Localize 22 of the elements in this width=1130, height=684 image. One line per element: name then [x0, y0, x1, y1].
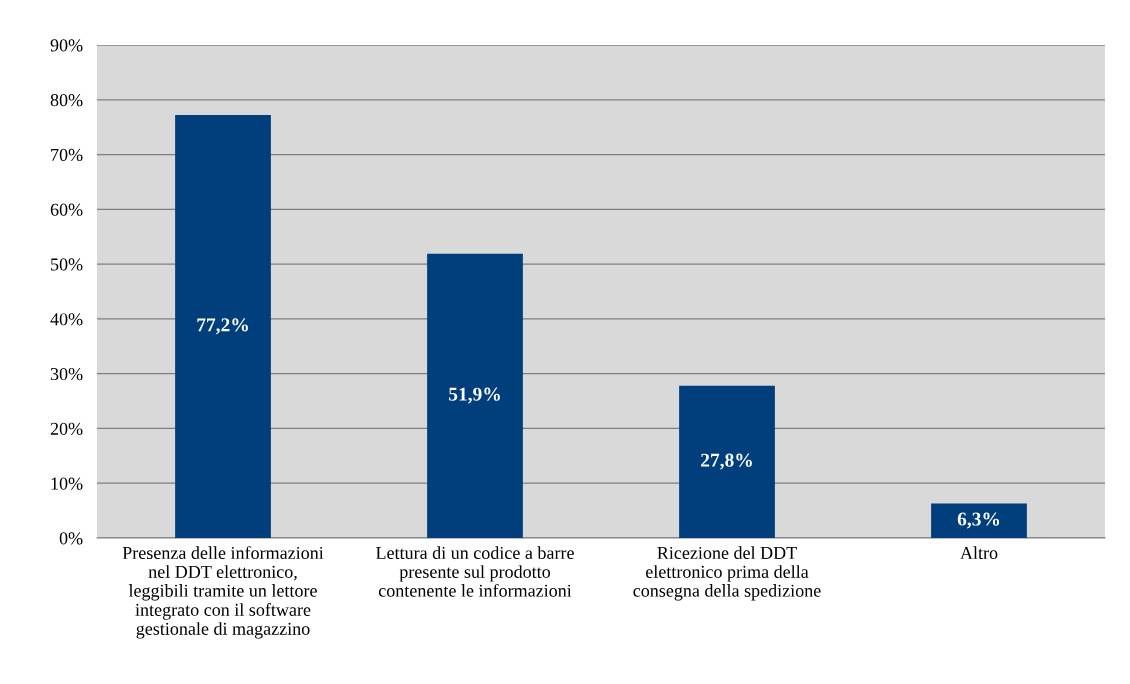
x-tick-label: Presenza delle informazioni nel DDT elettronico, leggibili tramite un lettore integrato con il software gestionale di magazzino — [122, 546, 324, 639]
data-label: 51,9% — [449, 387, 500, 404]
y-tick-label: 0% — [59, 532, 83, 545]
y-tick-label: 20% — [50, 422, 83, 435]
bar — [931, 503, 1027, 538]
data-label: 27,8% — [701, 453, 752, 470]
bar — [679, 385, 775, 538]
y-tick-label: 30% — [50, 367, 83, 381]
y-tick-label: 80% — [50, 94, 83, 107]
x-tick-label: Altro — [960, 546, 998, 560]
y-tick-label: 70% — [51, 148, 83, 162]
bar — [175, 115, 271, 538]
y-tick-label: 40% — [50, 313, 83, 326]
x-tick-label: Ricezione del DDT elettronico prima della consegna della spedizione — [633, 546, 821, 601]
data-label: 6,3% — [957, 512, 1000, 529]
y-tick-label: 90% — [50, 39, 83, 52]
data-label: 77,2% — [197, 318, 248, 335]
y-tick-label: 50% — [51, 258, 83, 271]
bar — [427, 253, 523, 538]
y-tick-label: 60% — [50, 203, 83, 216]
y-tick-label: 10% — [51, 477, 83, 490]
x-tick-label: Lettura di un codice a barre presente sul prodotto contenente le informazioni — [376, 546, 574, 597]
